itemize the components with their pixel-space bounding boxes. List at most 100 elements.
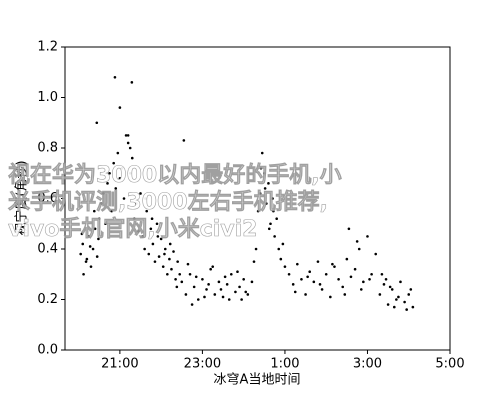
point [95,255,99,258]
point [345,257,349,261]
y-tick-label: 0.4 [37,242,58,257]
point [159,237,163,241]
point [182,139,186,142]
point [380,272,384,276]
point [118,106,122,109]
point [277,247,281,251]
point [273,235,276,238]
point [357,247,361,251]
point [267,182,270,185]
point [168,257,171,261]
point [176,260,179,263]
point [118,177,122,180]
point [84,260,88,263]
point [201,278,204,281]
point [368,278,371,281]
point [135,202,138,205]
point [156,235,160,238]
point [137,230,140,233]
point [116,151,120,155]
point [293,290,297,294]
point [275,217,278,220]
point [153,260,157,263]
point [370,272,373,276]
point [234,290,237,294]
point [392,305,396,309]
y-tick-label: 1.2 [37,40,58,55]
point [258,192,262,195]
point [203,295,206,299]
point [180,280,184,284]
point [133,217,136,220]
watermark: 视在华为3000以内最好的手机,小米手机评测,3000左右手机推荐,vivo手机… [8,162,342,243]
point [223,275,227,279]
point [144,197,147,200]
point [97,217,101,220]
point [188,272,192,276]
point [91,247,95,251]
point [256,209,260,213]
point [209,267,212,271]
watermark-line: 米手机评测,3000左右手机推荐, [8,189,328,215]
point [229,272,233,276]
point [281,242,285,246]
point [175,285,179,289]
point [166,272,169,276]
point [124,134,128,137]
point [283,265,287,268]
point [300,278,303,281]
x-tick-label: 1:00 [270,357,299,372]
point [353,267,357,271]
point [194,275,198,279]
x-tick-label: 23:00 [184,357,221,372]
point [155,222,159,226]
point [405,308,408,311]
point [403,300,406,304]
point [271,197,274,200]
point [267,227,271,231]
point [386,303,390,306]
point [145,209,149,213]
point [306,275,309,279]
y-axis-label: 视宁度(角秒) [14,160,30,235]
point [397,295,400,299]
point [100,202,103,205]
point [242,278,245,281]
point [250,280,254,284]
point [411,305,415,309]
point [93,227,97,231]
point [236,270,239,274]
point [244,290,248,294]
point [366,235,369,238]
point [89,265,93,268]
point [320,288,324,291]
point [269,222,272,226]
point [407,293,411,296]
point [139,192,142,195]
x-tick-label: 3:00 [353,357,382,372]
point [161,265,165,268]
point [126,134,130,137]
point [337,278,340,281]
y-tick-label: 0.6 [37,191,58,206]
point [349,275,353,279]
point [172,250,175,253]
point [147,252,151,256]
x-tick-label: 5:00 [435,357,464,372]
point [178,272,182,276]
point [87,235,91,238]
point [279,257,283,261]
x-axis-label: 冰穹A当地时间 [214,372,301,388]
point [81,242,85,246]
point [265,202,268,205]
point [128,171,132,175]
point [130,81,134,84]
point [141,235,144,238]
point [254,247,258,251]
point [240,298,243,301]
point [112,161,115,165]
point [287,272,291,276]
point [252,260,256,263]
x-tick-label: 21:00 [101,357,138,372]
